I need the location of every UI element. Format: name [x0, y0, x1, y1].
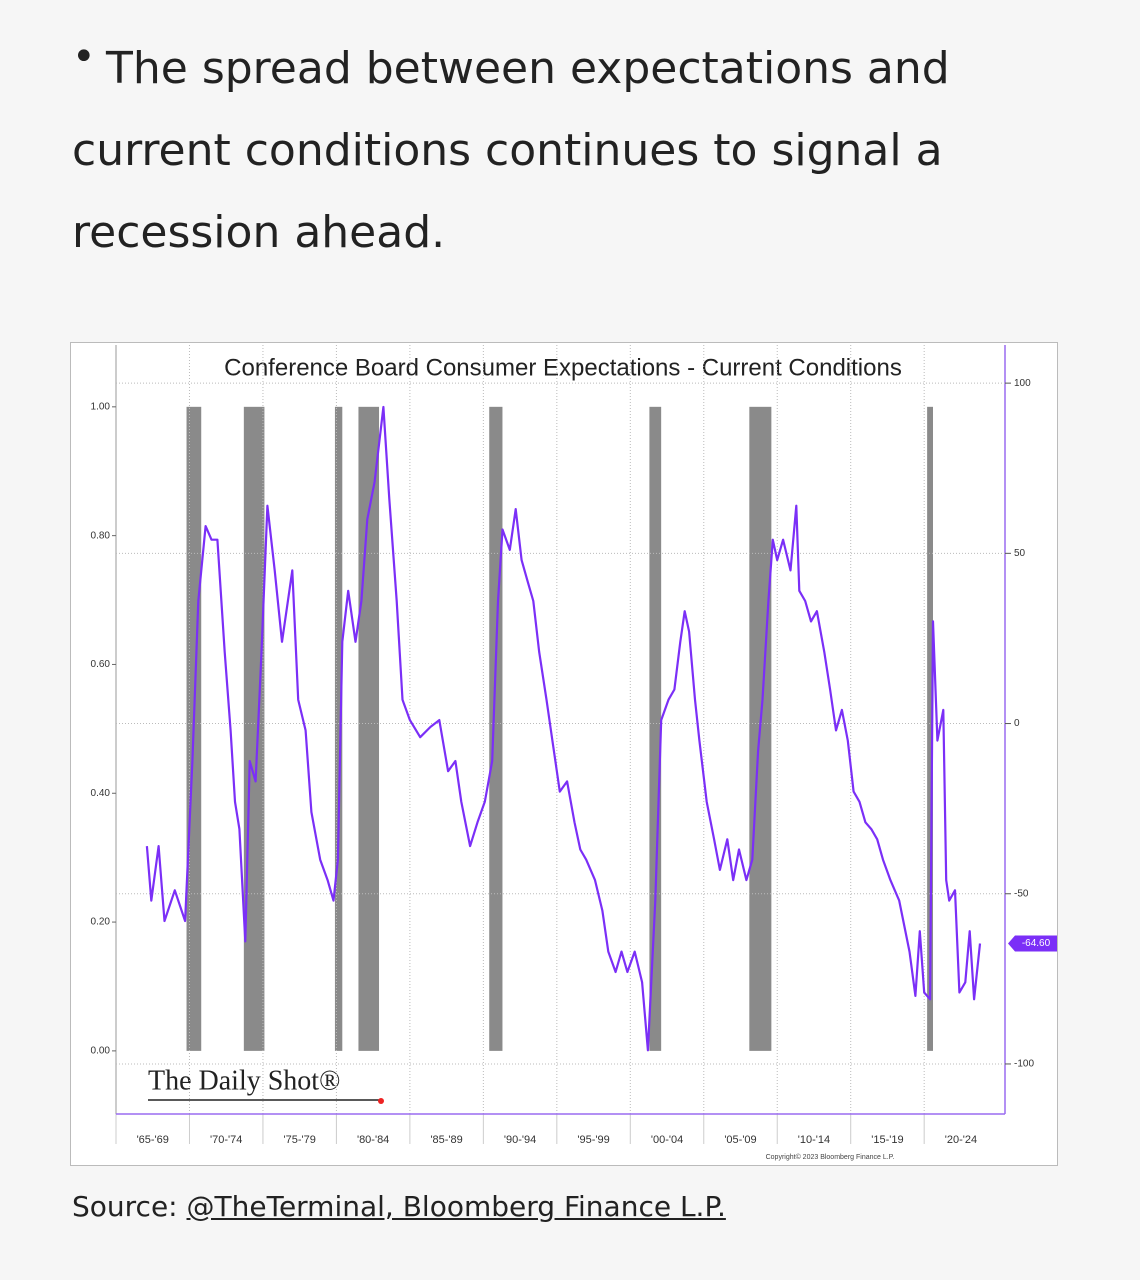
- x-tick-label: '90-'94: [504, 1134, 536, 1146]
- logo-dot: [378, 1098, 384, 1104]
- y2-tick-label: 0: [1014, 718, 1020, 729]
- end-label-tag: [1008, 935, 1057, 952]
- x-tick-label: '10-'14: [798, 1134, 830, 1146]
- y-tick-label: 0.80: [91, 530, 111, 541]
- recession-bar: [243, 406, 265, 1051]
- y-tick-label: 0.00: [91, 1046, 111, 1057]
- chart-frame: [70, 342, 1058, 1166]
- recession-bar: [489, 406, 503, 1051]
- y2-tick-label: -100: [1014, 1059, 1034, 1070]
- bullet-line: The spread between expectations and curr…: [72, 43, 950, 258]
- y-tick-label: 0.20: [91, 917, 111, 928]
- y2-tick-label: 100: [1014, 378, 1031, 389]
- logo: The Daily Shot®: [148, 1065, 340, 1096]
- y-tick-label: 0.60: [91, 659, 111, 670]
- chart-title: Conference Board Consumer Expectations -…: [224, 354, 902, 381]
- x-tick-label: '75-'79: [284, 1134, 316, 1146]
- x-tick-label: '95-'99: [577, 1134, 609, 1146]
- recession-bar: [358, 406, 380, 1051]
- recession-bar: [334, 406, 343, 1051]
- x-tick-label: '80-'84: [357, 1134, 389, 1146]
- data-line: [145, 405, 982, 1052]
- x-tick-label: '85-'89: [430, 1134, 462, 1146]
- y-tick-label: 0.40: [91, 788, 111, 799]
- source: Source: @TheTerminal, Bloomberg Finance …: [72, 1190, 726, 1223]
- recession-bar: [649, 406, 662, 1051]
- source-link[interactable]: @TheTerminal, Bloomberg Finance L.P.: [186, 1190, 726, 1223]
- source-prefix: Source:: [72, 1190, 178, 1223]
- recession-bar: [927, 406, 933, 1051]
- y2-tick-label: -50: [1014, 888, 1029, 899]
- bullet-text: The spread between expectations and curr…: [72, 16, 992, 274]
- x-tick-label: '65-'69: [137, 1134, 169, 1146]
- y-tick-label: 1.00: [91, 401, 111, 412]
- x-tick-label: '05-'09: [724, 1134, 756, 1146]
- x-tick-label: '00-'04: [651, 1134, 683, 1146]
- copyright: Copyright© 2023 Bloomberg Finance L.P.: [766, 1153, 895, 1161]
- x-tick-label: '15-'19: [871, 1134, 903, 1146]
- y2-tick-label: 50: [1014, 548, 1026, 559]
- x-tick-label: '70-'74: [210, 1134, 242, 1146]
- x-tick-label: '20-'24: [945, 1134, 977, 1146]
- end-label: -64.60: [1022, 938, 1051, 949]
